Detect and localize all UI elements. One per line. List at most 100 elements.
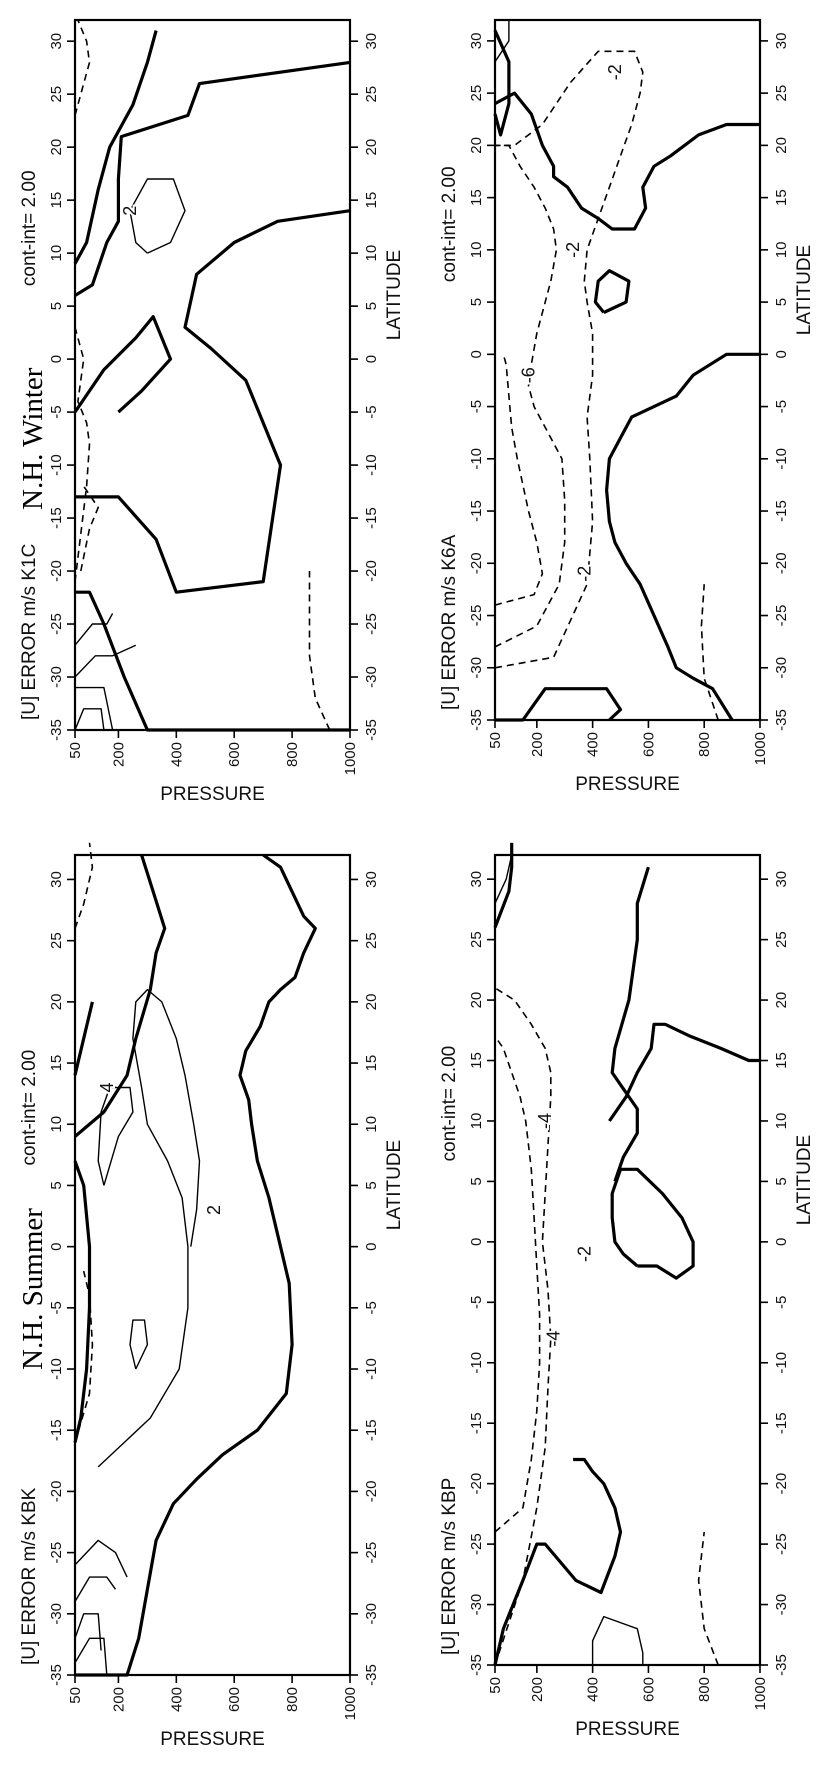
x-tick-label: -15	[773, 1412, 790, 1434]
y-tick-label: 1000	[752, 732, 769, 765]
y-tick-label: 50	[487, 732, 504, 749]
x-tick-label: -30	[363, 666, 380, 688]
x-tick-label: -20	[468, 552, 485, 574]
contour-interval-label: cont-int= 2.00	[439, 166, 460, 282]
x-tick-label: -5	[363, 405, 380, 418]
negative-contour	[494, 987, 552, 1666]
x-tick-label: -25	[468, 605, 485, 627]
x-tick-label: -35	[773, 709, 790, 731]
x-tick-label: 10	[468, 1113, 485, 1130]
x-tick-label: 20	[363, 139, 380, 156]
positive-contour	[494, 842, 513, 904]
positive-contour	[129, 178, 186, 254]
x-tick-label: -25	[773, 605, 790, 627]
x-tick-label: 5	[773, 1177, 790, 1185]
x-tick-label: 15	[773, 189, 790, 206]
x-tick-label: 20	[48, 994, 65, 1011]
plot-frame	[73, 853, 352, 1677]
x-tick-label: 20	[468, 137, 485, 154]
x-tick-label: 5	[48, 1181, 65, 1189]
x-tick-label: 0	[363, 1242, 380, 1250]
x-tick-label: -15	[363, 1419, 380, 1441]
x-tick-label: -20	[363, 560, 380, 582]
contour-value-label: -2	[574, 1246, 594, 1262]
x-tick-label: -5	[363, 1301, 380, 1314]
zero-contour	[75, 590, 350, 732]
y-tick-label: 400	[585, 732, 602, 757]
zero-contour	[493, 29, 511, 137]
x-tick-label: -5	[773, 1296, 790, 1309]
zero-contour	[608, 1022, 760, 1122]
zero-contour	[75, 209, 351, 594]
x-tick-label: 25	[468, 931, 485, 948]
y-tick-label: 600	[640, 1677, 657, 1702]
y-axis-label: PRESSURE	[160, 784, 265, 805]
x-tick-label: -25	[363, 1542, 380, 1564]
x-tick-label: -30	[363, 1603, 380, 1625]
y-tick-label: 400	[168, 1687, 185, 1712]
negative-contour	[74, 327, 91, 582]
positive-contour	[74, 1576, 117, 1602]
chart-title: [U] ERROR m/s KBP	[439, 1478, 460, 1655]
x-tick-label: 30	[468, 33, 485, 50]
y-tick-label: 1000	[342, 742, 359, 775]
panel-bottom-right: -35 -35 -30 -30 -25 -25 -20 -20 -15 -15 -10 -10 -5 -5…	[420, 835, 830, 1780]
x-tick-label: 20	[773, 992, 790, 1009]
x-tick-label: 5	[468, 1177, 485, 1185]
positive-contour	[74, 1539, 128, 1578]
contour-value-label: 2	[120, 206, 140, 216]
x-tick-label: 10	[363, 245, 380, 262]
x-tick-label: 25	[363, 86, 380, 103]
x-tick-label: -10	[773, 1352, 790, 1374]
negative-contour	[697, 1531, 719, 1666]
x-tick-label: -20	[363, 1481, 380, 1503]
negative-contour	[700, 584, 719, 721]
contour-interval-label: cont-int= 2.00	[439, 1046, 460, 1162]
x-tick-label: 10	[48, 245, 65, 262]
x-tick-label: -10	[468, 1352, 485, 1374]
zero-contour	[73, 30, 158, 265]
y-tick-label: 800	[284, 742, 301, 767]
x-tick-label: -30	[468, 1594, 485, 1616]
x-tick-label: 15	[363, 1055, 380, 1072]
positive-contour	[97, 988, 201, 1468]
x-tick-label: -10	[48, 454, 65, 476]
x-tick-label: -25	[773, 1533, 790, 1555]
x-axis-label: LATITUDE	[794, 1135, 815, 1225]
x-tick-label: 30	[773, 871, 790, 888]
positive-contour	[74, 613, 114, 646]
contour-value-label: -6	[518, 367, 538, 383]
x-tick-label: 10	[773, 242, 790, 259]
negative-contour	[494, 144, 566, 648]
x-tick-label: 0	[773, 350, 790, 358]
x-tick-label: -15	[468, 1412, 485, 1434]
chart-title: [U] ERROR m/s K6A	[439, 534, 460, 710]
y-tick-label: 50	[67, 1687, 84, 1704]
x-tick-label: 0	[773, 1238, 790, 1246]
y-tick-label: 800	[696, 732, 713, 757]
chart-title: [U] ERROR m/s KBK	[19, 1487, 40, 1665]
x-tick-label: 30	[363, 871, 380, 888]
x-tick-label: 15	[48, 1055, 65, 1072]
zero-contour	[610, 866, 650, 1182]
x-tick-label: 25	[363, 932, 380, 949]
y-axis-label: PRESSURE	[575, 774, 680, 795]
contour-interval-label: cont-int= 2.00	[19, 170, 40, 286]
zero-contour	[75, 853, 317, 1677]
contour-value-label: -2	[563, 242, 583, 258]
contour-value-label: -2	[574, 566, 594, 582]
x-tick-label: 25	[48, 86, 65, 103]
x-tick-label: 25	[468, 85, 485, 102]
positive-contour	[74, 1637, 108, 1676]
x-tick-label: -30	[773, 1594, 790, 1616]
positive-contour	[97, 1086, 134, 1186]
x-tick-label: -20	[48, 1481, 65, 1503]
negative-contour	[308, 571, 331, 731]
season-title-winter: N.H. Winter	[17, 367, 49, 510]
zero-contour	[73, 854, 167, 1138]
x-tick-label: 30	[48, 33, 65, 50]
y-axis-label: PRESSURE	[575, 1719, 680, 1740]
y-tick-label: 1000	[752, 1677, 769, 1710]
x-tick-label: -35	[363, 1664, 380, 1686]
